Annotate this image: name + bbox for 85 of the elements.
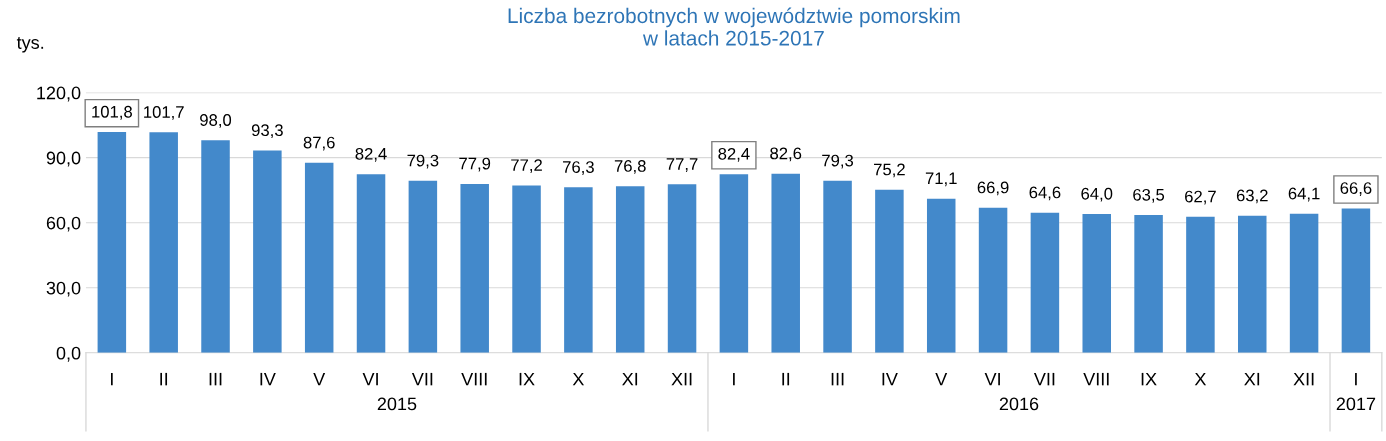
bar <box>1238 215 1267 353</box>
x-tick-label: VI <box>362 372 378 386</box>
bar <box>667 184 697 353</box>
bar <box>460 183 489 353</box>
data-label: 77,2 <box>511 159 542 173</box>
data-label: 87,6 <box>303 136 335 151</box>
x-tick-label: X <box>1194 372 1207 386</box>
x-tick-label: IV <box>260 372 276 386</box>
x-tick-label: XII <box>1293 372 1314 386</box>
bar <box>512 185 541 353</box>
data-label: 75,2 <box>874 163 905 178</box>
text: 2016 <box>999 397 1039 411</box>
x-tick-label: V <box>935 372 948 386</box>
bar <box>408 180 438 353</box>
bar <box>875 189 904 353</box>
x-tick-label: I <box>733 372 735 386</box>
data-label: 64,6 <box>1029 186 1061 201</box>
x-tick-label: II <box>782 372 790 386</box>
bar <box>1030 212 1060 353</box>
data-label: 76,8 <box>614 160 646 174</box>
x-tick-label: V <box>313 372 326 386</box>
data-label: 82,4 <box>355 147 387 162</box>
x-tick-label: VIII <box>1083 372 1109 386</box>
y-tick-label: 30,0 <box>46 281 81 297</box>
x-tick-label: XI <box>1244 372 1260 386</box>
chart-title: Liczba bezrobotnych w województwie pomorskim w latach 2015-2017 <box>508 7 960 46</box>
y-tick-label: 90,0 <box>46 151 81 167</box>
bar <box>564 187 593 353</box>
x-tick-label: VI <box>984 372 1000 386</box>
y-tick-label: 0,0 <box>56 346 81 362</box>
data-label: 76,3 <box>563 161 594 175</box>
data-label: 71,1 <box>925 172 957 187</box>
bar <box>1082 214 1111 353</box>
data-label: 79,3 <box>822 154 854 169</box>
bar <box>304 162 334 353</box>
bar <box>97 132 127 353</box>
bar <box>356 174 386 353</box>
bar <box>1341 208 1371 353</box>
x-tick-label: XII <box>671 372 692 386</box>
x-tick-label: I <box>1355 372 1357 386</box>
x-tick-label: IV <box>882 372 898 386</box>
x-tick-label: III <box>831 372 844 386</box>
x-tick-label: VIII <box>461 372 487 386</box>
bar <box>201 140 230 353</box>
x-tick-label: II <box>160 372 168 386</box>
data-label: 79,3 <box>407 154 439 169</box>
y-tick-label: 120,0 <box>37 86 81 102</box>
data-label: 82,4 <box>718 147 750 162</box>
x-tick-label: X <box>572 372 585 386</box>
bar <box>1289 213 1319 353</box>
bar <box>149 132 178 353</box>
data-label: 64,0 <box>1081 187 1113 202</box>
data-label: 64,1 <box>1288 187 1320 202</box>
bar <box>1186 216 1215 353</box>
y-axis-title: tys. <box>16 37 44 53</box>
x-tick-label: IX <box>519 372 535 386</box>
x-tick-label: I <box>111 372 113 386</box>
x-tick-label: XI <box>622 372 638 386</box>
data-label: 77,9 <box>459 157 491 172</box>
text: 2015 <box>377 397 417 411</box>
data-label: 66,6 <box>1340 182 1372 196</box>
x-tick-label: VII <box>411 372 433 386</box>
data-label: 66,9 <box>977 181 1009 196</box>
bar <box>1134 215 1163 353</box>
text: 2017 <box>1336 397 1376 411</box>
y-tick-label: 60,0 <box>46 216 81 232</box>
data-label: 62,7 <box>1185 190 1216 205</box>
bar <box>253 150 282 353</box>
data-label: 63,2 <box>1236 189 1268 204</box>
bar <box>615 186 645 353</box>
x-tick-label: VII <box>1033 372 1055 386</box>
data-label: 77,7 <box>666 158 698 172</box>
data-label: 63,5 <box>1133 188 1165 203</box>
bar <box>978 207 1008 353</box>
x-tick-label: III <box>209 372 222 386</box>
data-label: 101,8 <box>92 105 132 120</box>
bar <box>719 174 749 353</box>
x-tick-label: IX <box>1141 372 1157 386</box>
data-label: 98,0 <box>200 114 232 128</box>
bar <box>771 173 800 353</box>
bar <box>823 180 852 353</box>
bar <box>926 198 956 353</box>
data-label: 82,6 <box>770 147 802 162</box>
data-label: 101,7 <box>144 106 184 120</box>
data-label: 93,3 <box>251 124 283 139</box>
